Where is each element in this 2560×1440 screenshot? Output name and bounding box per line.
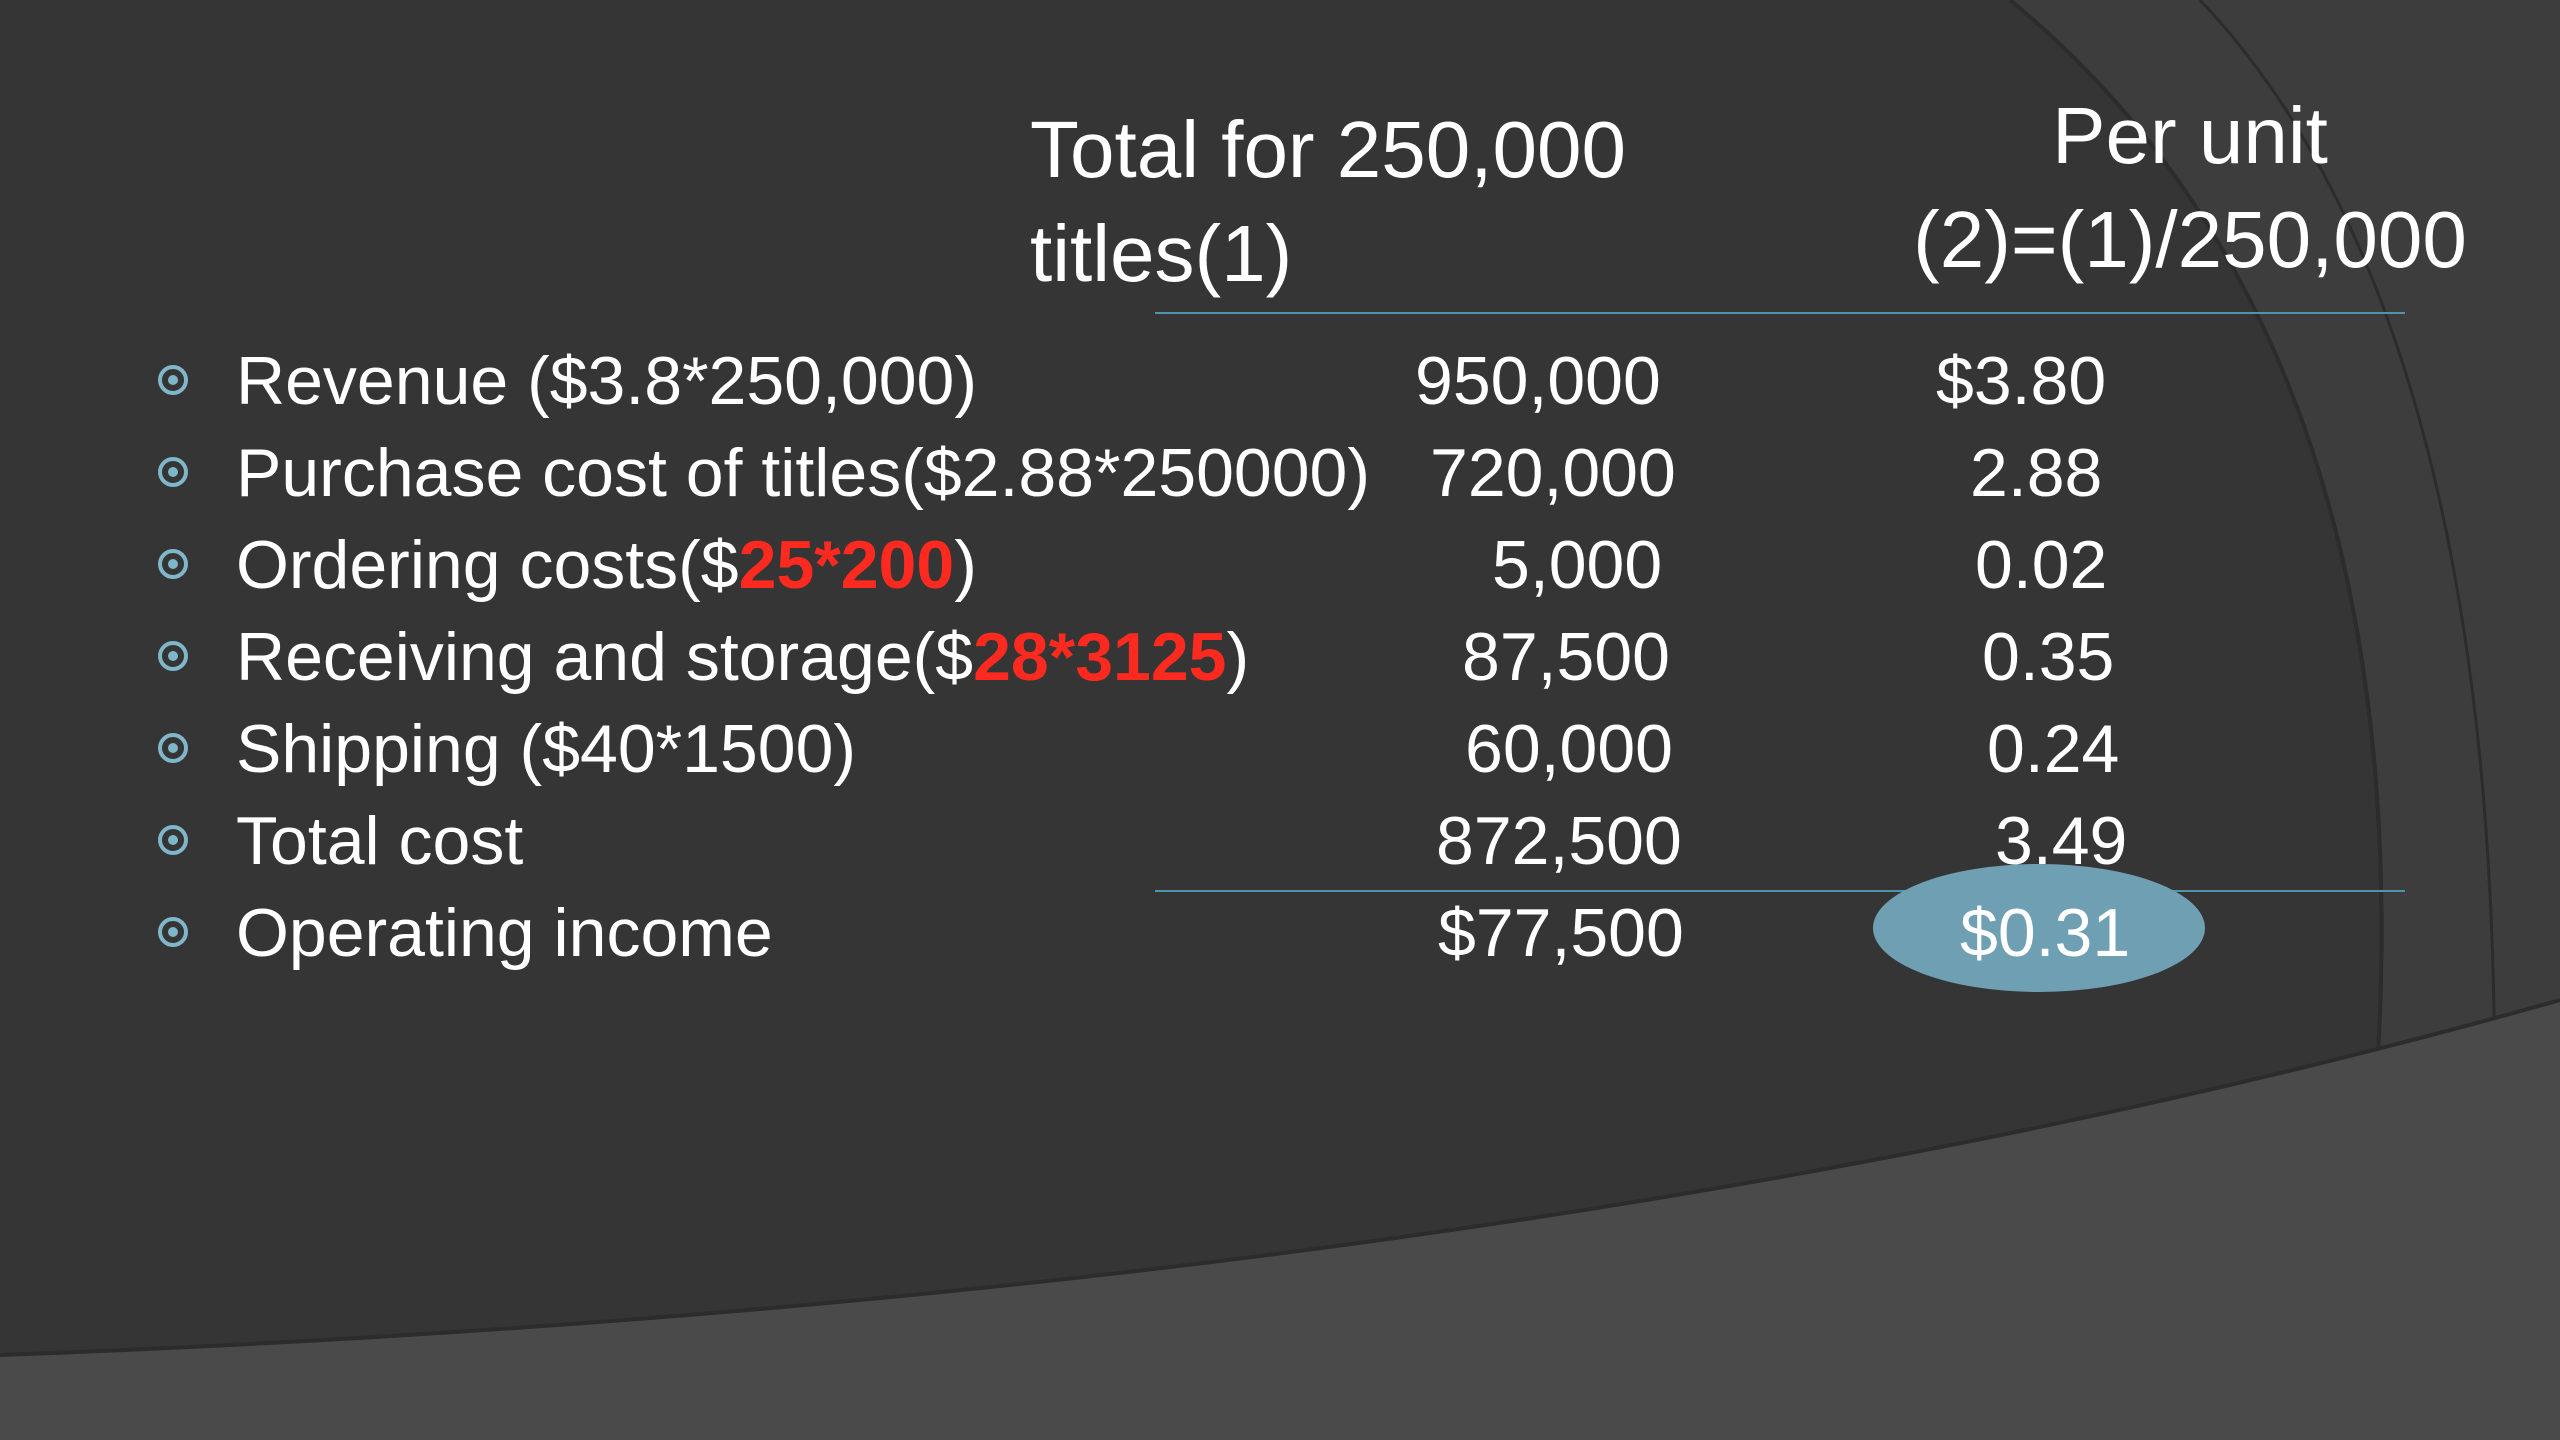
- row-label: Revenue ($3.8*250,000): [236, 343, 977, 419]
- table-row-shipping: Shipping ($40*1500) 60,000 0.24: [0, 703, 2560, 795]
- row-unit: 2.88: [1970, 435, 2103, 511]
- row-label: Shipping ($40*1500): [236, 711, 857, 787]
- row-total: 872,500: [1436, 803, 1682, 879]
- row-unit: $3.80: [1936, 343, 2107, 419]
- row-unit: 0.02: [1975, 527, 2108, 603]
- header-total-line2: titles(1): [1030, 209, 1293, 298]
- highlight-ellipse: [1873, 864, 2205, 992]
- bullet-icon: [158, 365, 188, 395]
- row-total: 60,000: [1465, 711, 1673, 787]
- bullet-icon: [158, 641, 188, 671]
- row-total: $77,500: [1438, 895, 1684, 971]
- bullet-icon: [158, 549, 188, 579]
- header-unit-line1: Per unit: [2052, 91, 2328, 180]
- row-total: 950,000: [1415, 343, 1661, 419]
- table-row-purchase-cost: Purchase cost of titles($2.88*250000) 72…: [0, 427, 2560, 519]
- total-divider: [1155, 890, 2405, 892]
- table-row-receiving-storage: Receiving and storage($28*3125) 87,500 0…: [0, 611, 2560, 703]
- header-total-line1: Total for 250,000: [1030, 105, 1626, 194]
- table-row-operating-income: Operating income $77,500 $0.31: [0, 887, 2560, 979]
- row-unit-highlighted: $0.31: [1960, 895, 2131, 971]
- row-unit: 0.24: [1987, 711, 2120, 787]
- row-unit: 0.35: [1982, 619, 2115, 695]
- header-unit-line2: (2)=(1)/250,000: [1913, 195, 2467, 284]
- row-total: 5,000: [1492, 527, 1663, 603]
- header-total: Total for 250,000 titles(1): [1030, 98, 1626, 306]
- table-row-ordering-costs: Ordering costs($25*200) 5,000 0.02: [0, 519, 2560, 611]
- table-row-total-cost: Total cost 872,500 3.49: [0, 795, 2560, 887]
- row-label: Receiving and storage($28*3125): [236, 619, 1250, 695]
- row-label: Purchase cost of titles($2.88*250000): [236, 435, 1371, 511]
- row-label: Total cost: [236, 803, 524, 879]
- row-total: 720,000: [1430, 435, 1676, 511]
- row-label: Ordering costs($25*200): [236, 527, 977, 603]
- header-per-unit: Per unit (2)=(1)/250,000: [1890, 84, 2490, 292]
- row-total: 87,500: [1462, 619, 1670, 695]
- row-unit: 3.49: [1995, 803, 2128, 879]
- bullet-icon: [158, 733, 188, 763]
- bullet-icon: [158, 457, 188, 487]
- header-divider: [1155, 312, 2405, 314]
- bullet-icon: [158, 825, 188, 855]
- row-label: Operating income: [236, 895, 773, 971]
- bullet-icon: [158, 917, 188, 947]
- table-row-revenue: Revenue ($3.8*250,000) 950,000 $3.80: [0, 335, 2560, 427]
